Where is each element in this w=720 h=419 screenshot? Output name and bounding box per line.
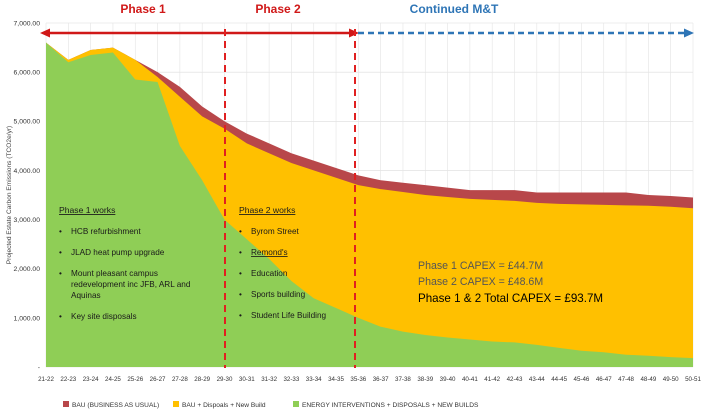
x-tick-label: 45-46	[574, 376, 590, 383]
x-tick-label: 22-23	[60, 376, 76, 383]
phase-markers: Phase 1 Phase 2 Continued M&T	[40, 2, 694, 368]
x-tick-label: 39-40	[440, 376, 456, 383]
x-tick-label: 44-45	[551, 376, 567, 383]
phase1-item: Key site disposals	[71, 312, 137, 321]
phase2-works: Phase 2 works • Byrom Street • Remond's …	[239, 205, 327, 320]
phase2-item: Remond's	[251, 248, 288, 257]
phase2-label: Phase 2	[255, 2, 301, 16]
x-tick-label: 35-36	[350, 376, 366, 383]
bullet: •	[59, 312, 62, 321]
x-tick-label: 48-49	[640, 376, 656, 383]
y-tick-label: 4,000.00	[14, 168, 41, 175]
continued-label: Continued M&T	[410, 2, 499, 16]
x-tick-label: 40-41	[462, 376, 478, 383]
capex-phase2: Phase 2 CAPEX = £48.6M	[418, 276, 543, 288]
legend-swatch-bau-disposals	[173, 401, 179, 407]
x-tick-label: 34-35	[328, 376, 344, 383]
legend-label: ENERGY INTERVENTIONS + DISPOSALS + NEW B…	[302, 402, 479, 409]
phase1-item: Mount pleasant campus	[71, 269, 158, 278]
y-tick-labels: - 1,000.00 2,000.00 3,000.00 4,000.00 5,000.0…	[14, 20, 41, 371]
x-tick-labels: 21-22 22-23 23-24 24-25 25-26 26-27 27-28 28-29…	[38, 376, 701, 383]
bullet: •	[59, 248, 62, 257]
phase2-item: Education	[251, 269, 288, 278]
y-tick-label: 7,000.00	[14, 20, 41, 27]
x-tick-label: 28-29	[194, 376, 210, 383]
x-tick-label: 29-30	[217, 376, 233, 383]
phase1-item: redevelopment inc JFB, ARL and	[71, 280, 191, 289]
x-tick-label: 24-25	[105, 376, 121, 383]
x-tick-label: 49-50	[663, 376, 679, 383]
phase1-item: Aquinas	[71, 291, 101, 300]
x-tick-label: 50-51	[685, 376, 701, 383]
x-tick-label: 30-31	[239, 376, 255, 383]
phase1-works: Phase 1 works • HCB refurbishment • JLAD…	[59, 205, 191, 321]
phase2-works-heading: Phase 2 works	[239, 205, 295, 215]
capex-phase1: Phase 1 CAPEX = £44.7M	[418, 260, 543, 272]
x-tick-label: 38-39	[417, 376, 433, 383]
x-tick-label: 36-37	[373, 376, 389, 383]
phase1-works-heading: Phase 1 works	[59, 205, 115, 215]
phase1-arrow-left-head	[40, 28, 50, 38]
phase2-item: Byrom Street	[251, 227, 299, 236]
x-tick-label: 26-27	[150, 376, 166, 383]
capex-annotation: Phase 1 CAPEX = £44.7M Phase 2 CAPEX = £…	[418, 260, 603, 305]
phase2-item: Student Life Building	[251, 311, 327, 320]
legend: BAU (BUSINESS AS USUAL) BAU + Dispoals +…	[63, 401, 479, 409]
bullet: •	[239, 290, 242, 299]
x-tick-label: 43-44	[529, 376, 545, 383]
x-tick-label: 41-42	[484, 376, 500, 383]
x-tick-label: 37-38	[395, 376, 411, 383]
y-tick-label: 3,000.00	[14, 217, 41, 224]
phase1-item: HCB refurbishment	[71, 227, 141, 236]
y-tick-label: 5,000.00	[14, 119, 41, 126]
legend-swatch-energy	[293, 401, 299, 407]
x-tick-label: 42-43	[507, 376, 523, 383]
bullet: •	[239, 269, 242, 278]
phase2-item: Sports building	[251, 290, 306, 299]
y-tick-label: 6,000.00	[14, 70, 41, 77]
bullet: •	[59, 227, 62, 236]
bullet: •	[239, 311, 242, 320]
y-axis-label: Projected Estate Carbon Emissions (TCO2e…	[6, 126, 13, 265]
capex-total: Phase 1 & 2 Total CAPEX = £93.7M	[418, 292, 603, 305]
continued-arrow-head	[684, 28, 694, 38]
phase1-label: Phase 1	[120, 2, 166, 16]
x-tick-label: 32-33	[283, 376, 299, 383]
bullet: •	[59, 269, 62, 278]
x-tick-label: 23-24	[83, 376, 99, 383]
bullet: •	[239, 248, 242, 257]
x-tick-label: 33-34	[306, 376, 322, 383]
phase1-item: JLAD heat pump upgrade	[71, 248, 165, 257]
area-energy-interventions	[46, 42, 693, 367]
x-tick-label: 47-48	[618, 376, 634, 383]
legend-label: BAU + Dispoals + New Build	[182, 402, 266, 409]
legend-label: BAU (BUSINESS AS USUAL)	[72, 402, 159, 409]
x-tick-label: 25-26	[127, 376, 143, 383]
area-series	[46, 42, 693, 367]
x-tick-label: 27-28	[172, 376, 188, 383]
legend-swatch-bau	[63, 401, 69, 407]
x-tick-label: 31-32	[261, 376, 277, 383]
y-tick-label: -	[38, 364, 40, 371]
y-tick-label: 1,000.00	[14, 315, 41, 322]
bullet: •	[239, 227, 242, 236]
x-tick-label: 21-22	[38, 376, 54, 383]
x-tick-label: 46-47	[596, 376, 612, 383]
y-tick-label: 2,000.00	[14, 266, 41, 273]
